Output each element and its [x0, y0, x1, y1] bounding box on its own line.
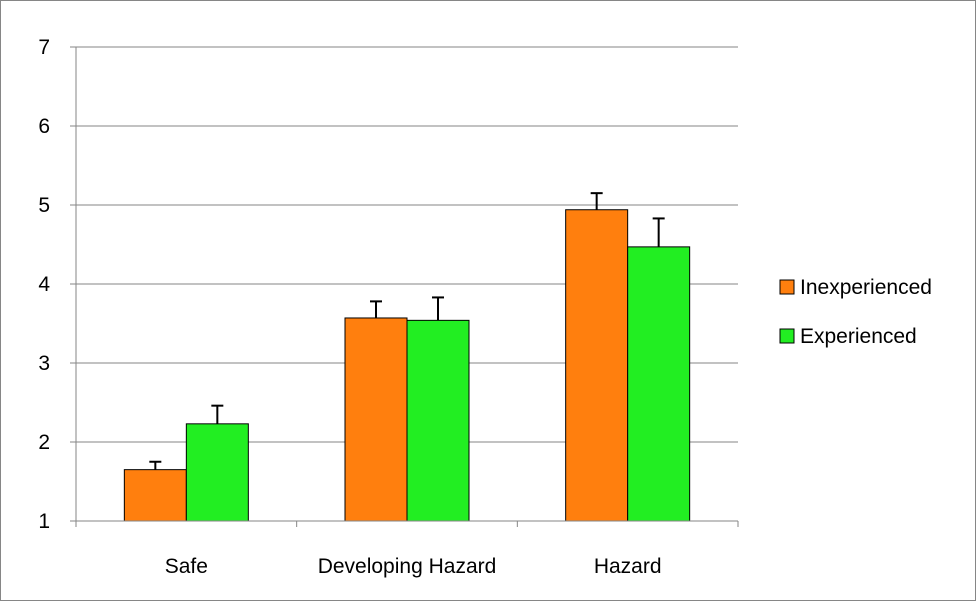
y-tick-label: 1 — [38, 510, 50, 533]
error-bars — [149, 192, 665, 470]
y-tick-label: 5 — [38, 194, 50, 217]
bar-experienced-2 — [406, 319, 470, 522]
x-tick-label: Hazard — [594, 555, 662, 578]
bar-inexperienced-2 — [344, 317, 408, 522]
x-tick-label: Safe — [165, 555, 208, 578]
bar-experienced-1 — [185, 423, 249, 522]
bars — [123, 209, 691, 522]
x-tick-label: Developing Hazard — [318, 555, 497, 578]
bar-experienced-3 — [627, 246, 691, 522]
y-tick-label: 7 — [38, 36, 50, 59]
legend-label-experienced: Experienced — [800, 325, 917, 348]
legend-swatch-experienced — [779, 328, 795, 344]
bar-inexperienced-3 — [565, 209, 629, 522]
axes: 1 2 3 4 5 6 7 Safe Developing Hazard Hazard — [38, 36, 739, 578]
legend-swatch-inexperienced — [779, 279, 795, 295]
legend-label-inexperienced: Inexperienced — [800, 276, 932, 299]
bar-inexperienced-1 — [123, 469, 187, 522]
y-tick-label: 6 — [38, 115, 50, 138]
y-tick-label: 3 — [38, 352, 50, 375]
legend: Inexperienced Experienced — [779, 276, 932, 348]
y-tick-label: 2 — [38, 431, 50, 454]
y-tick-label: 4 — [38, 273, 50, 296]
